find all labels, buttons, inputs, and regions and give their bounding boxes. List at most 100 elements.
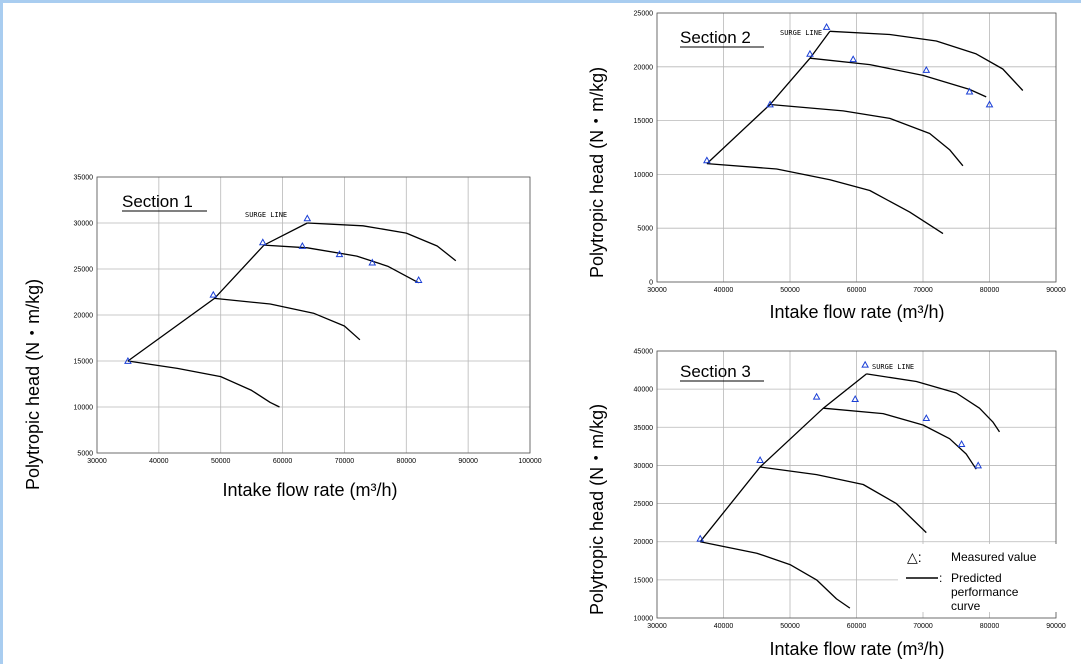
measured-point	[766, 100, 774, 108]
legend-predicted-marker: :	[939, 571, 942, 585]
legend-predicted-label-1: Predicted	[951, 571, 1002, 585]
x-tick-label: 40000	[149, 458, 169, 465]
y-tick-label: 30000	[634, 463, 654, 470]
predicted-curve	[214, 297, 361, 341]
x-tick-label: 100000	[518, 458, 541, 465]
y-tick-label: 15000	[74, 359, 94, 366]
legend-predicted-label-3: curve	[951, 599, 981, 613]
predicted-curve	[809, 57, 987, 98]
plot-frame	[96, 176, 531, 454]
y-tick-label: 20000	[74, 313, 94, 320]
section-title: Section 2	[680, 28, 751, 47]
y-axis-label: Polytropic head (N・m/kg)	[587, 67, 607, 278]
x-tick-label: 40000	[714, 287, 734, 294]
y-tick-label: 15000	[634, 118, 654, 125]
y-tick-label: 35000	[74, 175, 94, 182]
surge-line-label: SURGE LINE	[872, 363, 914, 371]
measured-point	[303, 214, 312, 222]
y-tick-label: 25000	[634, 501, 654, 508]
y-tick-label: 10000	[634, 616, 654, 623]
section-title: Section 3	[680, 362, 751, 381]
predicted-curve	[127, 360, 280, 408]
y-tick-label: 25000	[634, 11, 654, 18]
legend-measured-label: Measured value	[951, 550, 1037, 564]
predicted-curve	[263, 244, 420, 284]
y-tick-label: 10000	[634, 172, 654, 179]
x-tick-label: 90000	[1046, 623, 1066, 630]
y-tick-label: 40000	[634, 387, 654, 394]
y-tick-label: 25000	[74, 267, 94, 274]
measured-point	[756, 456, 764, 463]
predicted-curve	[829, 30, 1024, 91]
measured-point	[298, 241, 307, 249]
y-tick-label: 20000	[634, 64, 654, 71]
measured-point	[696, 534, 705, 542]
x-tick-label: 70000	[913, 287, 933, 294]
y-tick-label: 5000	[637, 226, 653, 233]
y-tick-label: 20000	[634, 539, 654, 546]
x-tick-label: 30000	[647, 287, 667, 294]
y-tick-label: 15000	[634, 577, 654, 584]
x-axis-label: Intake flow rate (m³/h)	[769, 302, 944, 322]
measured-point	[209, 290, 218, 298]
x-tick-label: 80000	[397, 458, 417, 465]
y-tick-label: 5000	[77, 451, 93, 458]
predicted-curve	[769, 103, 964, 167]
x-axis-label: Intake flow rate (m³/h)	[222, 480, 397, 500]
section-title: Section 1	[122, 192, 193, 211]
predicted-curve	[706, 162, 944, 235]
y-tick-label: 10000	[74, 405, 94, 412]
measured-point	[368, 258, 377, 266]
y-tick-label: 0	[649, 280, 653, 287]
measured-point	[974, 461, 983, 469]
measured-point	[849, 55, 858, 63]
predicted-curve	[866, 373, 1001, 433]
predicted-curve	[823, 407, 977, 470]
measured-point	[965, 87, 974, 95]
x-tick-label: 50000	[780, 623, 800, 630]
x-tick-label: 40000	[714, 623, 734, 630]
measured-point	[822, 22, 831, 30]
measured-point	[124, 356, 132, 364]
y-tick-label: 30000	[74, 221, 94, 228]
plot-frame	[656, 12, 1057, 283]
plot-area: 30000 40000 50000 60000 70000 80000 90000 0 5000…	[634, 11, 1066, 295]
measured-point	[703, 156, 711, 164]
measured-point	[414, 276, 423, 283]
x-tick-label: 50000	[780, 287, 800, 294]
measured-point	[922, 65, 931, 73]
y-tick-label: 45000	[634, 349, 654, 356]
plot-area: 30000 40000 50000 60000 70000 80000 90000 10000…	[74, 175, 542, 466]
legend-predicted-label-2: performance	[951, 585, 1019, 599]
measured-point	[335, 250, 344, 258]
measured-point	[922, 414, 931, 422]
x-tick-label: 70000	[913, 623, 933, 630]
predicted-curve	[760, 466, 927, 534]
x-axis-label: Intake flow rate (m³/h)	[769, 639, 944, 659]
measured-point	[812, 392, 821, 400]
x-tick-label: 60000	[847, 623, 867, 630]
measured-point	[985, 100, 994, 108]
measured-point	[806, 49, 814, 57]
x-tick-label: 80000	[980, 623, 1000, 630]
surge-line-label: SURGE LINE	[245, 211, 287, 219]
x-tick-label: 80000	[980, 287, 1000, 294]
surge-line	[699, 373, 867, 543]
surge-line-label: SURGE LINE	[780, 29, 822, 37]
x-tick-label: 90000	[1046, 287, 1066, 294]
x-tick-label: 90000	[458, 458, 478, 465]
y-axis-label: Polytropic head (N・m/kg)	[23, 279, 43, 490]
measured-point	[258, 238, 267, 246]
surge-line	[127, 222, 308, 362]
x-tick-label: 30000	[647, 623, 667, 630]
y-axis-label: Polytropic head (N・m/kg)	[587, 404, 607, 615]
measured-point	[861, 360, 869, 368]
x-tick-label: 70000	[335, 458, 355, 465]
plot-frame	[656, 350, 1057, 619]
x-tick-label: 60000	[273, 458, 293, 465]
x-tick-label: 30000	[87, 458, 107, 465]
